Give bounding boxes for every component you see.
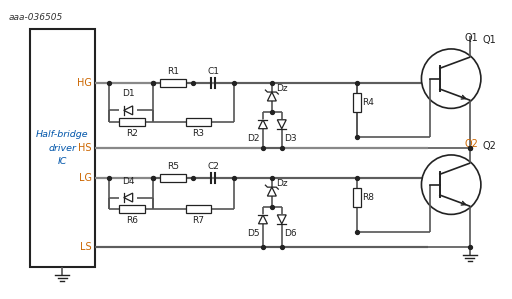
Polygon shape (278, 120, 286, 129)
Text: Dz: Dz (276, 179, 287, 188)
Text: C2: C2 (207, 162, 219, 171)
Polygon shape (278, 215, 286, 224)
Text: R1: R1 (167, 67, 179, 76)
Text: HG: HG (77, 78, 92, 88)
Circle shape (421, 49, 481, 108)
Text: D4: D4 (122, 177, 135, 186)
Text: D5: D5 (247, 229, 260, 238)
Text: LG: LG (78, 173, 92, 183)
Text: LS: LS (80, 242, 92, 252)
Text: R3: R3 (193, 129, 204, 138)
Polygon shape (259, 120, 267, 129)
Bar (119, 205, 145, 213)
Text: IC: IC (58, 157, 67, 166)
Polygon shape (267, 92, 276, 101)
Text: R4: R4 (362, 98, 374, 107)
Text: R5: R5 (167, 162, 179, 171)
Text: D6: D6 (284, 229, 296, 238)
Bar (160, 79, 186, 87)
Text: HS: HS (78, 143, 92, 153)
Bar (119, 118, 145, 126)
Text: R8: R8 (362, 193, 374, 202)
Text: Q2: Q2 (464, 139, 478, 149)
Text: Half-bridge: Half-bridge (36, 130, 89, 139)
Text: driver: driver (48, 144, 76, 152)
Text: D1: D1 (122, 89, 135, 98)
Text: R2: R2 (126, 129, 138, 138)
Text: R6: R6 (126, 216, 138, 225)
Bar (186, 205, 211, 213)
Text: D3: D3 (284, 134, 296, 143)
Text: Q1: Q1 (464, 33, 478, 43)
Text: Q1: Q1 (483, 35, 497, 45)
Polygon shape (124, 193, 133, 202)
Bar (353, 188, 361, 208)
Polygon shape (124, 106, 133, 115)
Text: Q2: Q2 (483, 141, 497, 151)
Bar (160, 174, 186, 182)
Polygon shape (259, 215, 267, 224)
Bar (353, 92, 361, 112)
Text: D2: D2 (247, 134, 260, 143)
Text: R7: R7 (193, 216, 204, 225)
Text: aaa-036505: aaa-036505 (8, 13, 62, 22)
Polygon shape (267, 187, 276, 196)
Text: Dz: Dz (276, 84, 287, 93)
Bar (30, 29, 95, 267)
Text: C1: C1 (207, 67, 220, 76)
Bar (186, 118, 211, 126)
Circle shape (421, 155, 481, 214)
